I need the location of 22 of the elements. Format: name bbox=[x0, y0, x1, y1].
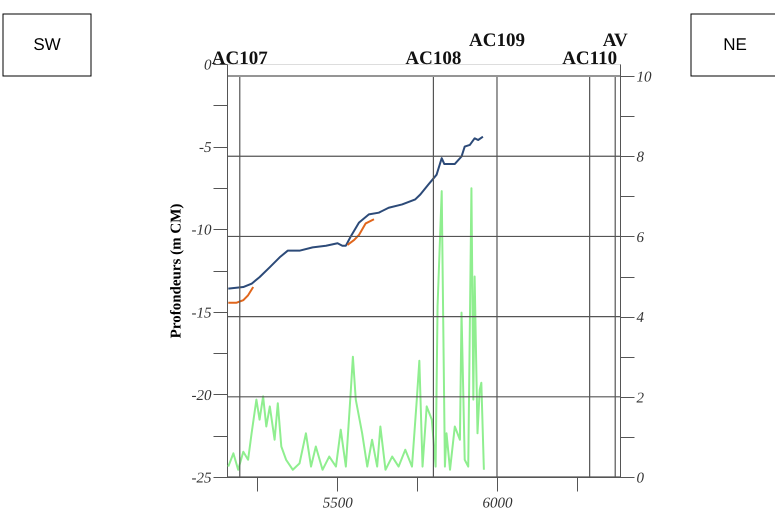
y2-tick-label: 0 bbox=[636, 470, 644, 486]
ref-line-label: AC110 bbox=[562, 48, 618, 69]
text: SW bbox=[33, 35, 61, 54]
y-tick-label: -20 bbox=[192, 388, 212, 404]
text: NE bbox=[723, 35, 747, 54]
y2-tick-label: 6 bbox=[636, 230, 644, 246]
x-tick-label: 6000 bbox=[482, 496, 513, 512]
y2-tick-label: 2 bbox=[636, 390, 644, 406]
ref-line-label: AC107 bbox=[212, 48, 268, 69]
y2-tick-label: 4 bbox=[636, 310, 644, 326]
y-tick-label: -25 bbox=[192, 470, 212, 486]
x-tick-label: 5500 bbox=[322, 496, 354, 512]
ref-line-label: AC108 bbox=[405, 48, 462, 69]
y2-tick-label: 10 bbox=[636, 70, 652, 86]
ref-line-label: AV bbox=[602, 30, 628, 51]
y2-tick-label: 8 bbox=[636, 150, 644, 166]
ref-line-label: AC109 bbox=[469, 30, 525, 51]
y-tick-label: -10 bbox=[192, 222, 212, 239]
y-tick-label: -15 bbox=[192, 305, 212, 322]
y-tick-label: -5 bbox=[199, 140, 212, 156]
y-axis-title: Profondeurs (m CM) bbox=[168, 204, 185, 338]
y-tick-label: 0 bbox=[204, 58, 212, 74]
